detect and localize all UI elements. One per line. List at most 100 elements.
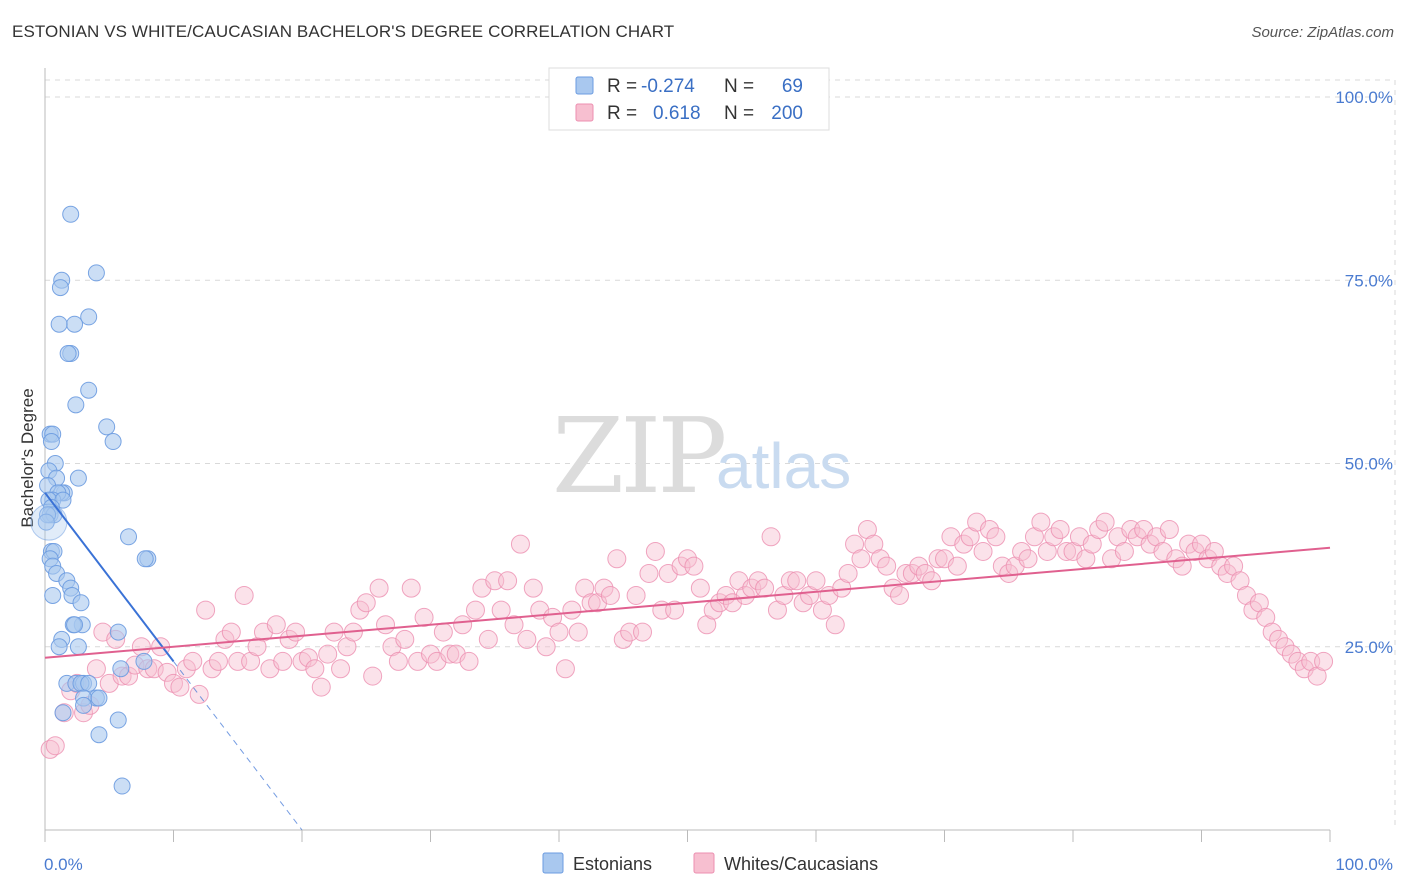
point-white-68 [478,629,498,649]
point-white-65 [459,651,479,671]
point-white-73 [510,534,530,554]
point-white-141 [947,556,967,576]
point-estonian-8 [59,345,77,363]
legend-n-value-1: 69 [782,76,803,97]
point-white-37 [279,629,299,649]
legend-box: R = -0.274 N = 69 R = 0.618 N = 200 [548,67,830,131]
watermark: ZIP atlas [552,395,851,517]
point-estonian-61 [90,689,108,707]
point-white-20 [170,677,190,697]
point-white-89 [613,629,633,649]
y-tick-label-0: 25.0% [1345,638,1393,657]
legend-n-label-2: N = [724,103,754,124]
point-white-26 [208,651,228,671]
point-white-192 [1275,637,1295,657]
point-estonian-52 [135,652,153,670]
point-estonian-42 [44,586,62,604]
point-estonian-15 [42,433,60,451]
point-white-94 [645,541,665,561]
point-estonian-large [30,503,68,541]
point-white-152 [1018,549,1038,569]
chart-title: ESTONIAN VS WHITE/CAUCASIAN BACHELOR'S D… [12,22,675,41]
point-white-129 [870,549,890,569]
point-white-108 [735,585,755,605]
point-white-22 [183,651,203,671]
point-white-72 [504,615,524,635]
point-white-79 [549,622,569,642]
series-estonians [30,205,157,795]
point-white-61 [433,622,453,642]
point-white-101 [690,578,710,598]
axes [44,68,1331,842]
x-tick-label-1: 100.0% [1335,855,1393,874]
grid-lines [45,79,1396,830]
point-estonian-14 [104,433,122,451]
point-white-115 [780,571,800,591]
point-estonian-63 [54,704,72,722]
point-white-40 [298,648,318,668]
watermark-zip: ZIP [552,395,724,517]
point-white-131 [883,578,903,598]
point-white-163 [1089,519,1109,539]
bottom-legend-swatch-estonians [542,852,564,874]
point-estonian-65 [90,726,108,744]
point-white-30 [234,585,254,605]
point-white-99 [678,549,697,569]
trend-line-whites [44,546,1331,659]
point-white-23 [189,684,209,704]
point-white-124 [838,563,858,583]
point-white-75 [523,578,543,598]
point-estonian-50 [50,638,68,656]
point-white-71 [498,571,518,591]
point-estonian-32 [120,528,138,546]
point-white-1 [45,736,65,756]
point-white-86 [594,578,614,598]
point-white-48 [350,600,370,620]
point-estonian-36 [136,550,154,568]
point-white-174 [1159,519,1179,539]
y-tick-label-3: 100.0% [1335,88,1393,107]
point-white-52 [376,615,396,635]
point-white-151 [1012,541,1032,561]
point-white-43 [318,644,338,664]
point-white-35 [266,615,286,635]
point-white-18 [157,662,177,682]
bottom-legend-estonians: Estonians [573,854,652,874]
point-white-154 [1031,512,1051,532]
point-white-59 [421,644,440,664]
bottom-legend-swatch-whites [693,852,715,874]
legend-r-value-1: -0.274 [641,76,695,97]
point-white-198 [1314,651,1334,671]
point-estonian-0 [62,205,80,223]
point-white-36 [273,651,293,671]
point-white-49 [356,593,376,613]
point-white-55 [395,629,415,649]
trend-line-estonians [44,492,175,663]
point-white-81 [562,600,582,620]
point-estonian-31 [37,513,55,531]
point-white-145 [973,541,993,561]
point-white-38 [286,622,306,642]
legend-r-label-2: R = [607,103,637,124]
point-white-164 [1095,512,1115,532]
point-white-70 [491,600,511,620]
point-white-28 [221,622,241,642]
point-white-149 [999,563,1019,583]
point-white-190 [1262,622,1282,642]
point-estonian-53 [112,660,130,678]
point-white-191 [1269,629,1289,649]
point-white-62 [440,644,460,664]
bottom-legend: Estonians Whites/Caucasians [542,852,878,874]
point-white-157 [1050,519,1070,539]
point-white-64 [453,615,473,635]
point-white-111 [755,578,775,598]
point-white-41 [305,659,325,679]
legend-r-label-1: R = [607,76,637,97]
point-white-146 [979,519,999,539]
trend-line-estonians-extension [173,661,303,831]
legend-swatch-estonians [575,76,594,95]
point-white-175 [1166,549,1186,569]
point-estonian-51 [69,638,87,656]
point-white-126 [851,549,871,569]
